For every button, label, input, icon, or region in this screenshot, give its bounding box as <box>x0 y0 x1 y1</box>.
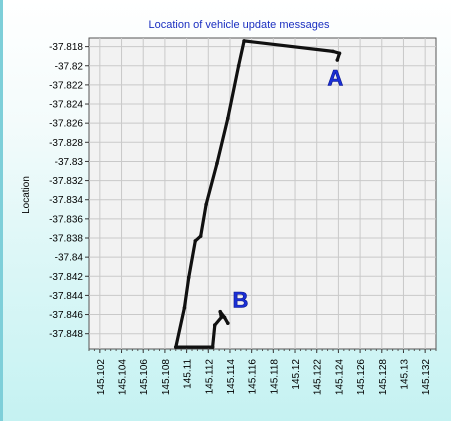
x-tick-label: 145.128 <box>378 359 389 396</box>
annotation-label: B <box>233 287 249 312</box>
data-point <box>222 315 227 320</box>
data-point <box>215 161 219 166</box>
x-tick-label: 145.132 <box>421 359 432 396</box>
chart: 145.102 145.104 145.106 145.108 145.11 145.11… <box>21 19 437 396</box>
y-tick-label: -37.824 <box>49 100 83 111</box>
x-tick-label: 145.118 <box>269 359 280 395</box>
y-tick-label: -37.832 <box>49 176 83 187</box>
data-point <box>173 345 178 349</box>
y-tick-label: -37.844 <box>49 291 83 302</box>
x-tick-label: 145.114 <box>226 359 237 395</box>
y-tick-label: -37.826 <box>49 119 83 130</box>
data-point <box>212 323 217 327</box>
data-point <box>186 275 191 280</box>
y-tick-label: -37.828 <box>49 138 83 149</box>
x-tick-label: 145.102 <box>96 359 107 396</box>
y-tick-label: -37.84 <box>55 253 84 264</box>
data-point <box>236 63 241 68</box>
x-tick-label: 145.112 <box>204 359 215 395</box>
y-tick-label: -37.818 <box>49 42 83 53</box>
y-tick-label: -37.82 <box>55 61 84 72</box>
x-tick-label: 145.108 <box>161 359 172 396</box>
data-point <box>210 345 215 349</box>
annotations: AB <box>232 65 343 313</box>
data-point <box>182 306 187 310</box>
x-tick-label: 145.106 <box>139 359 150 396</box>
data-point <box>226 321 230 325</box>
x-tick-label: 145.126 <box>356 359 367 396</box>
y-axis-ticks: -37.818 -37.82 -37.822 -37.824 -37.826 -37.82… <box>49 42 89 340</box>
annotation-label: A <box>327 65 343 90</box>
series-layer <box>173 39 342 349</box>
x-tick-label: 145.11 <box>183 359 194 389</box>
data-point <box>218 309 223 314</box>
y-tick-label: -37.842 <box>49 272 83 283</box>
grid <box>89 38 436 349</box>
data-point <box>335 58 340 62</box>
y-tick-label: -37.846 <box>49 310 83 321</box>
chart-title: Location of vehicle update messages <box>148 19 330 31</box>
x-tick-label: 145.122 <box>313 359 324 396</box>
x-tick-label: 145.12 <box>291 359 302 390</box>
data-point <box>242 39 246 43</box>
data-point <box>204 202 208 207</box>
x-tick-label: 145.104 <box>118 359 129 396</box>
y-tick-label: -37.848 <box>49 329 83 340</box>
y-tick-label: -37.83 <box>55 157 84 168</box>
x-tick-label: 145.116 <box>248 359 259 395</box>
data-point <box>337 51 342 56</box>
y-axis-label: Location <box>21 176 32 214</box>
data-point <box>193 239 198 243</box>
x-tick-label: 145.124 <box>334 359 345 396</box>
x-tick-label: 145.13 <box>399 359 410 390</box>
y-tick-label: -37.838 <box>49 233 83 244</box>
y-tick-label: -37.834 <box>49 195 83 206</box>
data-point <box>331 49 335 54</box>
y-tick-label: -37.822 <box>49 80 83 91</box>
plot-area <box>88 37 437 350</box>
data-point <box>198 234 203 238</box>
data-point <box>219 315 224 320</box>
data-point <box>226 116 230 121</box>
x-axis-ticks: 145.102 145.104 145.106 145.108 145.11 145.11… <box>88 349 437 396</box>
y-tick-label: -37.836 <box>49 214 83 225</box>
